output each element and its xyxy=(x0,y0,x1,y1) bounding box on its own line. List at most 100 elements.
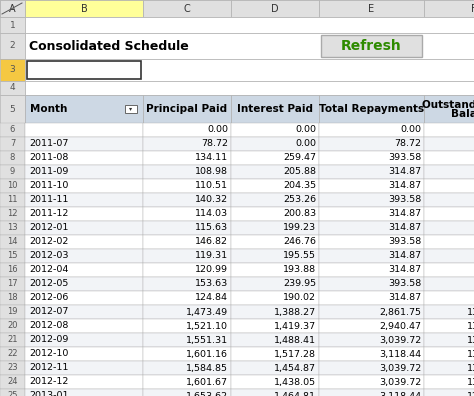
Bar xyxy=(143,277,231,291)
Text: 7: 7 xyxy=(10,139,15,148)
Bar xyxy=(231,375,319,389)
Bar xyxy=(231,207,319,221)
Bar xyxy=(0,59,25,81)
Text: 131,198.52: 131,198.52 xyxy=(467,377,474,386)
Text: 22: 22 xyxy=(7,350,18,358)
Text: Principal Paid: Principal Paid xyxy=(146,104,228,114)
Text: 1,521.10: 1,521.10 xyxy=(186,322,228,331)
Text: 195.55: 195.55 xyxy=(283,251,316,261)
Text: 4: 4 xyxy=(9,84,15,93)
Text: 2012-02: 2012-02 xyxy=(29,238,68,246)
Text: 14,313.33: 14,313.33 xyxy=(473,209,474,219)
Text: 2012-09: 2012-09 xyxy=(29,335,68,345)
Bar xyxy=(231,137,319,151)
Text: 239.95: 239.95 xyxy=(283,280,316,289)
Bar xyxy=(0,389,25,396)
Bar xyxy=(25,0,143,17)
Bar xyxy=(0,193,25,207)
Text: B: B xyxy=(81,4,87,13)
Bar xyxy=(424,263,474,277)
Bar xyxy=(25,263,143,277)
Bar xyxy=(0,235,25,249)
Text: 1,464.81: 1,464.81 xyxy=(274,392,316,396)
Text: 2012-10: 2012-10 xyxy=(29,350,68,358)
Bar xyxy=(319,0,424,17)
Text: 3: 3 xyxy=(9,65,15,74)
Bar xyxy=(143,319,231,333)
Text: 14,050.88: 14,050.88 xyxy=(473,238,474,246)
Bar xyxy=(231,249,319,263)
Text: 193.88: 193.88 xyxy=(283,265,316,274)
Bar xyxy=(143,291,231,305)
Text: 14,427.36: 14,427.36 xyxy=(473,196,474,204)
Bar xyxy=(231,333,319,347)
Text: 1,551.31: 1,551.31 xyxy=(186,335,228,345)
Text: 114.03: 114.03 xyxy=(195,209,228,219)
Text: 2012-01: 2012-01 xyxy=(29,223,68,232)
Bar xyxy=(424,0,474,17)
Text: 14,678.20: 14,678.20 xyxy=(473,168,474,177)
Text: 314.87: 314.87 xyxy=(388,251,421,261)
Text: 0.00: 0.00 xyxy=(295,126,316,135)
Bar xyxy=(143,221,231,235)
Bar xyxy=(319,291,424,305)
Text: 134.11: 134.11 xyxy=(195,154,228,162)
Text: C: C xyxy=(183,4,191,13)
Bar xyxy=(0,137,25,151)
Bar xyxy=(0,81,25,95)
Bar xyxy=(25,235,143,249)
Text: 393.58: 393.58 xyxy=(388,280,421,289)
Bar xyxy=(424,123,474,137)
Bar xyxy=(424,179,474,193)
Text: 13,931.56: 13,931.56 xyxy=(473,251,474,261)
Bar xyxy=(319,221,424,235)
Bar xyxy=(25,33,474,59)
Text: 19: 19 xyxy=(7,308,18,316)
Bar xyxy=(0,179,25,193)
Text: 204.35: 204.35 xyxy=(283,181,316,190)
Text: 21: 21 xyxy=(7,335,18,345)
Bar xyxy=(231,151,319,165)
Text: 2011-08: 2011-08 xyxy=(29,154,68,162)
Bar xyxy=(25,333,143,347)
Bar xyxy=(319,263,424,277)
Text: 393.58: 393.58 xyxy=(388,196,421,204)
Text: 5: 5 xyxy=(9,105,15,114)
Text: 2012-06: 2012-06 xyxy=(29,293,68,303)
Text: 14: 14 xyxy=(7,238,18,246)
Bar xyxy=(25,291,143,305)
Text: 314.87: 314.87 xyxy=(388,223,421,232)
Text: Balance: Balance xyxy=(451,109,474,119)
Bar xyxy=(25,389,143,396)
Text: Interest Paid: Interest Paid xyxy=(237,104,313,114)
Text: 2,940.47: 2,940.47 xyxy=(379,322,421,331)
Text: 1,601.16: 1,601.16 xyxy=(186,350,228,358)
Text: 130,537.51: 130,537.51 xyxy=(467,322,474,331)
Bar xyxy=(0,33,25,59)
Bar xyxy=(125,105,137,113)
Text: 13,656.95: 13,656.95 xyxy=(473,280,474,289)
Text: 3,039.72: 3,039.72 xyxy=(379,335,421,345)
Text: 393.58: 393.58 xyxy=(388,154,421,162)
Bar xyxy=(319,333,424,347)
Bar xyxy=(25,277,143,291)
Text: 0.00: 0.00 xyxy=(295,139,316,148)
Text: 199.23: 199.23 xyxy=(283,223,316,232)
Bar xyxy=(231,221,319,235)
Text: 1: 1 xyxy=(9,21,15,29)
Bar xyxy=(25,305,143,319)
Bar xyxy=(143,165,231,179)
Text: 23: 23 xyxy=(7,364,18,373)
Bar xyxy=(231,193,319,207)
Text: Refresh: Refresh xyxy=(341,39,402,53)
Text: 3,118.44: 3,118.44 xyxy=(379,392,421,396)
Bar xyxy=(143,179,231,193)
Bar xyxy=(424,193,474,207)
Text: 2012-12: 2012-12 xyxy=(29,377,68,386)
Bar xyxy=(25,249,143,263)
Bar xyxy=(0,361,25,375)
Bar xyxy=(231,347,319,361)
Bar xyxy=(424,375,474,389)
Text: 135,986.21: 135,986.21 xyxy=(467,335,474,345)
Text: 246.76: 246.76 xyxy=(283,238,316,246)
